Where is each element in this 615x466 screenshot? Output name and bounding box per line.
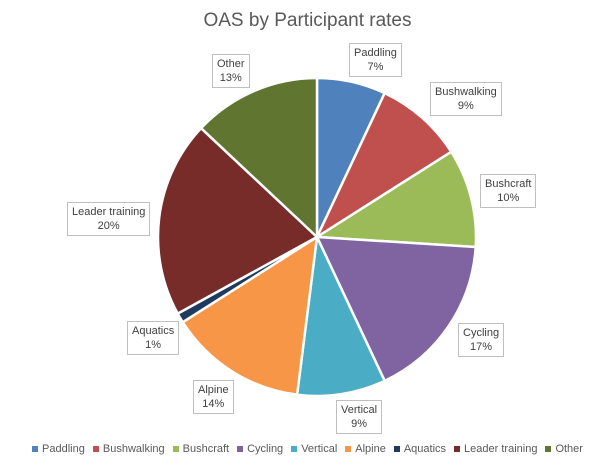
data-label-value: 14% <box>202 398 225 410</box>
data-label-value: 7% <box>367 61 384 73</box>
data-label-value: 13% <box>219 72 242 84</box>
data-label-category: Cycling <box>463 327 500 339</box>
pie-slice-cycling <box>314 235 478 383</box>
data-label-cycling: Cycling 17% <box>458 323 505 357</box>
data-label-aquatics: Aquatics 1% <box>127 321 180 355</box>
data-label-category: Vertical <box>341 404 378 416</box>
data-label-category: Other <box>217 58 245 70</box>
legend-label: Cycling <box>247 443 284 455</box>
legend-swatch <box>393 446 400 452</box>
legend-swatch <box>172 446 179 452</box>
legend-label: Aquatics <box>403 443 447 455</box>
data-label-other: Other 13% <box>212 54 250 88</box>
legend-swatch <box>345 446 352 452</box>
pie-slice-bushwalking <box>314 91 453 241</box>
legend-item-aquatics: Aquatics <box>393 443 447 455</box>
legend-swatch <box>92 446 99 452</box>
legend-swatch <box>291 446 298 452</box>
legend-item-leader-training: Leader training <box>454 443 537 455</box>
legend: Paddling Bushwalking Bushcraft Cycling Verti… <box>0 443 615 455</box>
pie-chart <box>156 76 478 398</box>
legend-item-other: Other <box>545 443 583 455</box>
pie-slice-leader-training <box>156 126 320 316</box>
legend-label: Alpine <box>355 443 386 455</box>
legend-swatch <box>454 446 461 452</box>
data-label-category: Bushcraft <box>485 178 532 190</box>
legend-label: Paddling <box>42 443 85 455</box>
chart-title: OAS by Participant rates <box>203 10 412 31</box>
data-label-alpine: Alpine 14% <box>193 380 234 414</box>
data-label-category: Paddling <box>354 47 397 59</box>
data-label-value: 9% <box>351 418 367 430</box>
data-label-value: 9% <box>457 100 474 112</box>
data-label-paddling: Paddling 7% <box>349 43 402 77</box>
pie-slice-vertical <box>295 232 387 398</box>
pie-slice-alpine <box>181 234 319 397</box>
data-label-bushcraft: Bushcraft 10% <box>480 174 537 208</box>
legend-label: Bushwalking <box>102 443 165 455</box>
data-label-category: Bushwalking <box>435 86 497 98</box>
legend-item-bushwalking: Bushwalking <box>92 443 165 455</box>
legend-item-alpine: Alpine <box>345 443 386 455</box>
legend-label: Vertical <box>301 443 338 455</box>
legend-swatch <box>545 446 552 452</box>
legend-swatch <box>32 446 39 452</box>
data-label-bushwalking: Bushwalking 9% <box>430 82 502 116</box>
data-label-category: Alpine <box>198 384 229 396</box>
data-label-category: Leader training <box>72 206 146 218</box>
data-label-vertical: Vertical 9% <box>336 400 383 434</box>
legend-label: Other <box>555 443 583 455</box>
legend-item-cycling: Cycling <box>237 443 283 455</box>
pie-slice-other <box>199 76 319 240</box>
data-label-value: 17% <box>470 341 493 353</box>
data-label-category: Aquatics <box>132 325 175 337</box>
pie-slice-bushcraft <box>313 150 478 249</box>
legend-item-bushcraft: Bushcraft <box>172 443 230 455</box>
legend-swatch <box>237 446 244 452</box>
data-label-value: 20% <box>97 220 120 232</box>
legend-item-paddling: Paddling <box>32 443 85 455</box>
legend-label: Bushcraft <box>182 443 230 455</box>
data-label-leader-training: Leader training 20% <box>67 202 151 236</box>
data-label-value: 10% <box>497 192 520 204</box>
data-label-value: 1% <box>145 339 162 351</box>
legend-item-vertical: Vertical <box>291 443 337 455</box>
legend-label: Leader training <box>464 443 538 455</box>
